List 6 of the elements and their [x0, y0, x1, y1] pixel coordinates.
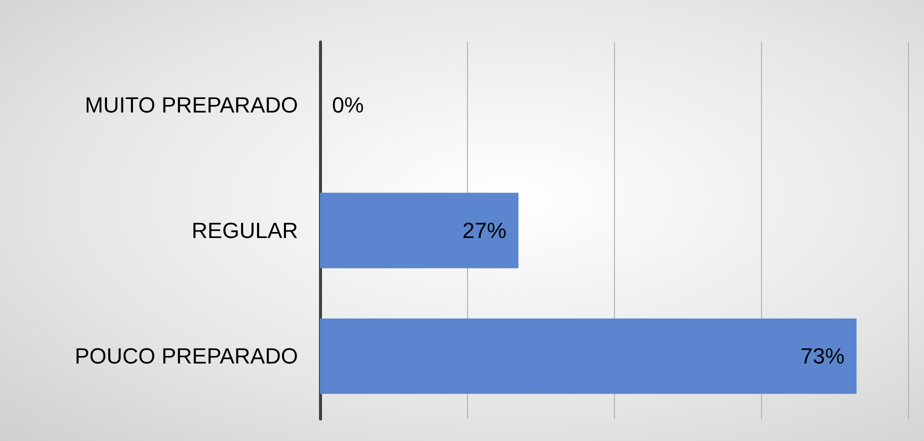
data-label: 27%	[462, 218, 506, 243]
data-label: 0%	[332, 92, 364, 118]
y-tick-label: REGULAR	[192, 218, 298, 243]
y-tick-label: MUITO PREPARADO	[84, 92, 298, 118]
data-label: 73%	[800, 344, 845, 369]
y-tick-label: POUCO PREPARADO	[74, 344, 298, 369]
